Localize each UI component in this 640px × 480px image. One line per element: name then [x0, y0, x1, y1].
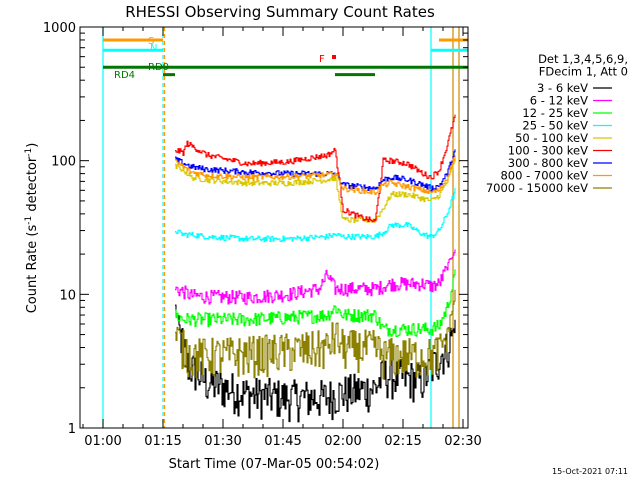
y-tick-label-3: 1000 [43, 21, 76, 36]
series-line-8 [175, 289, 456, 380]
series-line-6 [175, 149, 456, 192]
series-line-1 [175, 249, 456, 305]
series-line-7 [175, 155, 456, 196]
legend-label-6: 300 - 800 keV [508, 156, 588, 170]
flare-flag-label: F [319, 54, 325, 65]
series-line-2 [175, 269, 456, 337]
legend-label-5: 100 - 300 keV [508, 144, 588, 158]
y-tick-label-2: 100 [51, 155, 76, 170]
axes: 01:00 01:15 01:30 01:45 02:00 02:15 02:30 1 10 10… [43, 21, 482, 449]
series-line-5 [175, 114, 456, 223]
legend-label-2: 12 - 25 keV [522, 106, 588, 120]
plot-area: SN RD0 RD4 F [102, 27, 468, 428]
y-tick-label-1: 10 [59, 288, 76, 303]
state-bar-label-3: RD4 [114, 70, 135, 81]
legend-label-0: 3 - 6 keV [537, 81, 588, 95]
x-tick-label-1: 01:15 [144, 434, 181, 449]
x-tick-label-2: 01:30 [204, 434, 241, 449]
x-tick-label-4: 02:00 [324, 434, 361, 449]
plot-frame [79, 26, 469, 429]
x-tick-label-3: 01:45 [264, 434, 301, 449]
legend-label-1: 6 - 12 keV [530, 94, 588, 108]
legend: Det 1,3,4,5,6,9,FDecim 1, Att 0 3 - 6 keV… [486, 52, 628, 195]
timestamp: 15-Oct-2021 07:11 [552, 467, 628, 476]
y-tick-label-0: 1 [68, 422, 76, 437]
y-axis-label: Count Rate (s-1 detector-1) [24, 143, 40, 314]
legend-header-1: FDecim 1, Att 0 [539, 65, 628, 79]
legend-label-3: 25 - 50 keV [522, 119, 588, 133]
x-axis-label: Start Time (07-Mar-05 00:54:02) [169, 457, 380, 472]
legend-label-4: 50 - 100 keV [515, 131, 588, 145]
chart-title: RHESSI Observing Summary Count Rates [125, 3, 435, 21]
series-line-4 [175, 158, 456, 223]
state-bar-label-1: N [150, 43, 157, 54]
legend-label-7: 800 - 7000 keV [500, 169, 588, 183]
state-bar-label-0: S [148, 36, 154, 47]
series-line-3 [175, 188, 456, 243]
series-line-0 [175, 304, 456, 423]
state-bar-label-2: RD0 [148, 62, 169, 73]
legend-label-8: 7000 - 15000 keV [486, 181, 588, 195]
x-tick-label-5: 02:15 [384, 434, 421, 449]
x-tick-label-0: 01:00 [84, 434, 121, 449]
x-tick-label-6: 02:30 [444, 434, 481, 449]
legend-header-0: Det 1,3,4,5,6,9, [538, 52, 628, 66]
flare-flag-mark [332, 55, 336, 59]
